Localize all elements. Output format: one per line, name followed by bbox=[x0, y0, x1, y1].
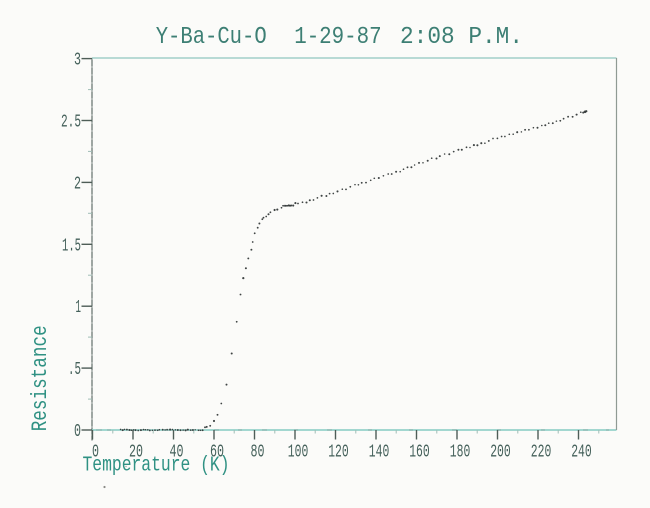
svg-text:3: 3 bbox=[74, 51, 81, 71]
svg-text:0: 0 bbox=[74, 422, 81, 442]
svg-text:.5: .5 bbox=[68, 360, 81, 380]
svg-text:1: 1 bbox=[76, 298, 82, 318]
svg-text:100: 100 bbox=[288, 443, 309, 463]
svg-text:Resistance: Resistance bbox=[28, 325, 53, 431]
svg-text:220: 220 bbox=[531, 443, 552, 463]
svg-text:1-29-87: 1-29-87 bbox=[294, 24, 382, 51]
svg-text:Y-Ba-Cu-O: Y-Ba-Cu-O bbox=[156, 24, 267, 51]
svg-text:200: 200 bbox=[490, 443, 511, 463]
svg-text:40: 40 bbox=[170, 443, 184, 463]
svg-text:60: 60 bbox=[210, 443, 224, 463]
svg-text:2: 2 bbox=[74, 174, 81, 194]
svg-text:240: 240 bbox=[571, 443, 592, 463]
svg-text:160: 160 bbox=[409, 443, 430, 463]
svg-text:1.5: 1.5 bbox=[62, 236, 81, 256]
svg-text:Temperature (K): Temperature (K) bbox=[83, 455, 230, 478]
svg-text:2:08 P.M.: 2:08 P.M. bbox=[400, 24, 523, 51]
svg-text:140: 140 bbox=[369, 443, 390, 463]
svg-text:0: 0 bbox=[92, 443, 99, 463]
svg-text:180: 180 bbox=[450, 443, 471, 463]
svg-text:120: 120 bbox=[328, 443, 349, 463]
svg-text:20: 20 bbox=[129, 443, 143, 463]
svg-text:80: 80 bbox=[251, 443, 265, 463]
svg-text:2.5: 2.5 bbox=[61, 113, 81, 133]
